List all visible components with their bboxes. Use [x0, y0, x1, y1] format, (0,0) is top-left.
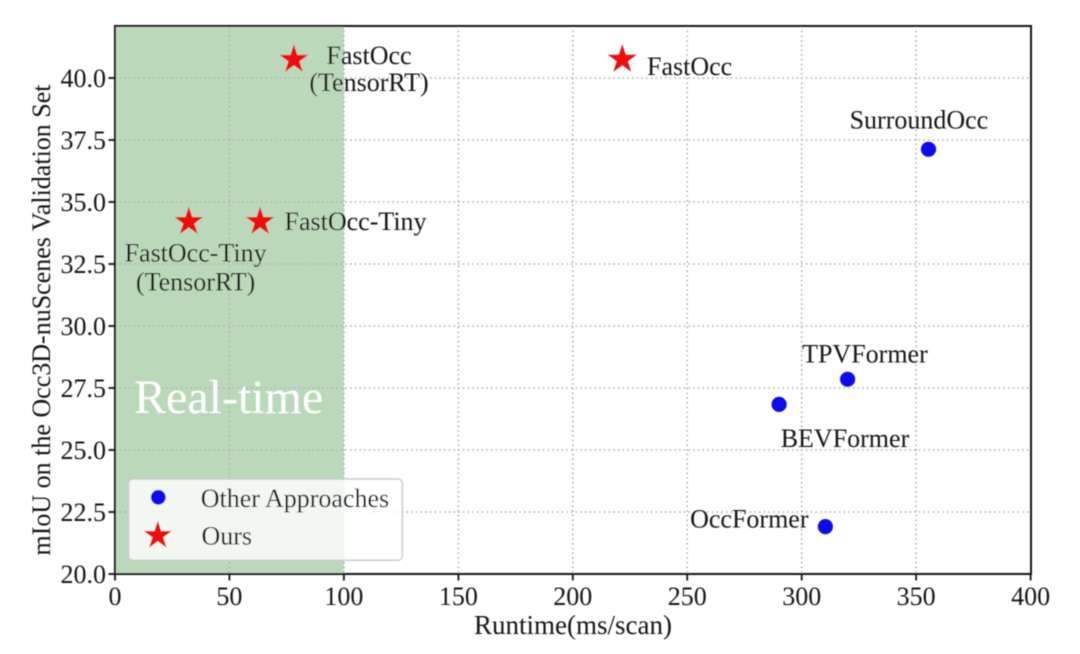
svg-text:SurroundOcc: SurroundOcc: [850, 105, 989, 134]
svg-text:TPVFormer: TPVFormer: [802, 340, 928, 369]
svg-text:mIoU on the Occ3D-nuScenes Val: mIoU on the Occ3D-nuScenes Validation Se…: [27, 84, 56, 556]
svg-text:Ours: Ours: [202, 521, 253, 550]
svg-text:20.0: 20.0: [61, 560, 107, 589]
svg-text:FastOcc-Tiny: FastOcc-Tiny: [285, 207, 427, 236]
svg-text:40.0: 40.0: [61, 64, 107, 93]
svg-text:27.5: 27.5: [61, 374, 107, 403]
svg-text:OccFormer: OccFormer: [690, 505, 809, 534]
svg-text:100: 100: [324, 582, 363, 611]
svg-text:0: 0: [109, 582, 122, 611]
svg-text:250: 250: [668, 582, 707, 611]
svg-text:Real-time: Real-time: [134, 371, 323, 424]
svg-text:150: 150: [439, 582, 478, 611]
svg-text:Other Approaches: Other Approaches: [201, 484, 389, 513]
svg-text:200: 200: [553, 582, 592, 611]
svg-text:Runtime(ms/scan): Runtime(ms/scan): [474, 610, 672, 640]
svg-text:FastOcc: FastOcc: [326, 41, 411, 70]
svg-text:FastOcc: FastOcc: [647, 52, 732, 81]
svg-text:400: 400: [1011, 582, 1050, 611]
svg-text:50: 50: [216, 582, 242, 611]
svg-text:32.5: 32.5: [61, 250, 107, 279]
svg-text:22.5: 22.5: [61, 498, 107, 527]
svg-text:(TensorRT): (TensorRT): [136, 267, 255, 296]
svg-text:FastOcc-Tiny: FastOcc-Tiny: [125, 238, 267, 267]
svg-text:25.0: 25.0: [61, 436, 107, 465]
svg-text:30.0: 30.0: [61, 312, 107, 341]
svg-text:37.5: 37.5: [61, 126, 107, 155]
svg-text:(TensorRT): (TensorRT): [309, 68, 428, 97]
svg-text:350: 350: [897, 582, 936, 611]
svg-text:BEVFormer: BEVFormer: [781, 424, 910, 453]
svg-text:300: 300: [782, 582, 821, 611]
svg-text:35.0: 35.0: [61, 188, 107, 217]
